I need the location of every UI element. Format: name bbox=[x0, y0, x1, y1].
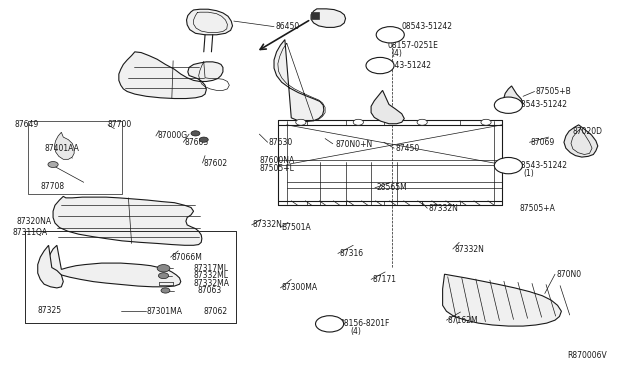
Circle shape bbox=[161, 288, 170, 293]
Text: 28565M: 28565M bbox=[376, 183, 407, 192]
Text: 87066M: 87066M bbox=[172, 253, 203, 262]
Polygon shape bbox=[186, 9, 232, 35]
Text: 87450: 87450 bbox=[396, 144, 420, 153]
Text: 87316: 87316 bbox=[339, 249, 364, 258]
Text: 87630: 87630 bbox=[269, 138, 293, 147]
Circle shape bbox=[296, 119, 306, 125]
Polygon shape bbox=[54, 132, 74, 159]
Circle shape bbox=[157, 264, 170, 272]
Text: 08543-51242: 08543-51242 bbox=[516, 100, 568, 109]
Text: 87505+B: 87505+B bbox=[536, 87, 572, 96]
Polygon shape bbox=[49, 245, 180, 287]
Circle shape bbox=[481, 119, 491, 125]
Text: 87401AA: 87401AA bbox=[44, 144, 79, 153]
Text: (4): (4) bbox=[351, 327, 362, 336]
Text: 870N0+N: 870N0+N bbox=[335, 140, 372, 149]
Polygon shape bbox=[53, 196, 202, 245]
Text: 87162M: 87162M bbox=[448, 316, 478, 325]
Circle shape bbox=[48, 161, 58, 167]
Text: 870N0: 870N0 bbox=[556, 270, 581, 279]
Text: 08156-8201F: 08156-8201F bbox=[339, 320, 390, 328]
Text: 87171: 87171 bbox=[372, 275, 396, 284]
Text: 87020D: 87020D bbox=[572, 126, 602, 136]
Text: 87332N: 87332N bbox=[454, 244, 484, 253]
Text: (1): (1) bbox=[523, 169, 534, 177]
Text: 87063: 87063 bbox=[197, 286, 221, 295]
Circle shape bbox=[159, 273, 169, 279]
Circle shape bbox=[417, 119, 428, 125]
Text: 87325: 87325 bbox=[38, 306, 62, 315]
Text: 87603: 87603 bbox=[184, 138, 209, 147]
Bar bbox=[311, 12, 319, 19]
Text: 87332N: 87332N bbox=[253, 221, 283, 230]
Text: B: B bbox=[326, 320, 332, 328]
Text: 87600NA: 87600NA bbox=[259, 155, 294, 164]
Text: 87317ML: 87317ML bbox=[193, 264, 228, 273]
Text: B: B bbox=[506, 161, 511, 170]
Circle shape bbox=[353, 119, 364, 125]
Text: 87332N: 87332N bbox=[429, 204, 458, 213]
Circle shape bbox=[376, 27, 404, 43]
Text: 87300MA: 87300MA bbox=[282, 283, 318, 292]
Text: B: B bbox=[387, 30, 393, 39]
Circle shape bbox=[199, 137, 208, 142]
Text: 87320NA: 87320NA bbox=[17, 217, 52, 226]
Text: 87332MA: 87332MA bbox=[193, 279, 230, 288]
Text: 87062: 87062 bbox=[204, 307, 228, 316]
Circle shape bbox=[494, 157, 522, 174]
Text: R870006V: R870006V bbox=[568, 351, 607, 360]
Text: 87311QA: 87311QA bbox=[12, 228, 47, 237]
Polygon shape bbox=[371, 90, 404, 124]
Text: 87708: 87708 bbox=[40, 182, 65, 191]
Text: 08157-0251E: 08157-0251E bbox=[388, 41, 438, 51]
Text: 08543-51242: 08543-51242 bbox=[380, 61, 431, 70]
Text: B: B bbox=[377, 61, 383, 70]
Text: 87602: 87602 bbox=[204, 158, 228, 167]
Polygon shape bbox=[119, 52, 223, 99]
Polygon shape bbox=[38, 245, 63, 288]
Polygon shape bbox=[504, 86, 523, 108]
Text: B7501A: B7501A bbox=[282, 223, 312, 232]
Bar bbox=[25, 231, 236, 323]
Polygon shape bbox=[311, 9, 346, 28]
Text: 87301MA: 87301MA bbox=[147, 307, 182, 316]
Text: 86450: 86450 bbox=[275, 22, 300, 31]
Circle shape bbox=[366, 57, 394, 74]
Text: 87700: 87700 bbox=[108, 121, 132, 129]
Text: 87069: 87069 bbox=[531, 138, 555, 147]
Text: 08543-51242: 08543-51242 bbox=[402, 22, 452, 31]
Circle shape bbox=[191, 131, 200, 136]
Text: 87332ML: 87332ML bbox=[193, 271, 228, 280]
Text: 08543-51242: 08543-51242 bbox=[516, 161, 568, 170]
Text: 87649: 87649 bbox=[15, 121, 39, 129]
Text: (4): (4) bbox=[392, 49, 403, 58]
Text: 87000G: 87000G bbox=[157, 131, 188, 141]
Text: 87505+A: 87505+A bbox=[519, 204, 555, 213]
Polygon shape bbox=[274, 39, 324, 122]
Polygon shape bbox=[443, 274, 561, 326]
Circle shape bbox=[494, 97, 522, 113]
Circle shape bbox=[316, 316, 344, 332]
Bar bbox=[25, 231, 236, 323]
Text: 87505+L: 87505+L bbox=[259, 164, 294, 173]
Bar bbox=[28, 121, 122, 194]
Polygon shape bbox=[564, 125, 598, 157]
Text: B: B bbox=[506, 101, 511, 110]
